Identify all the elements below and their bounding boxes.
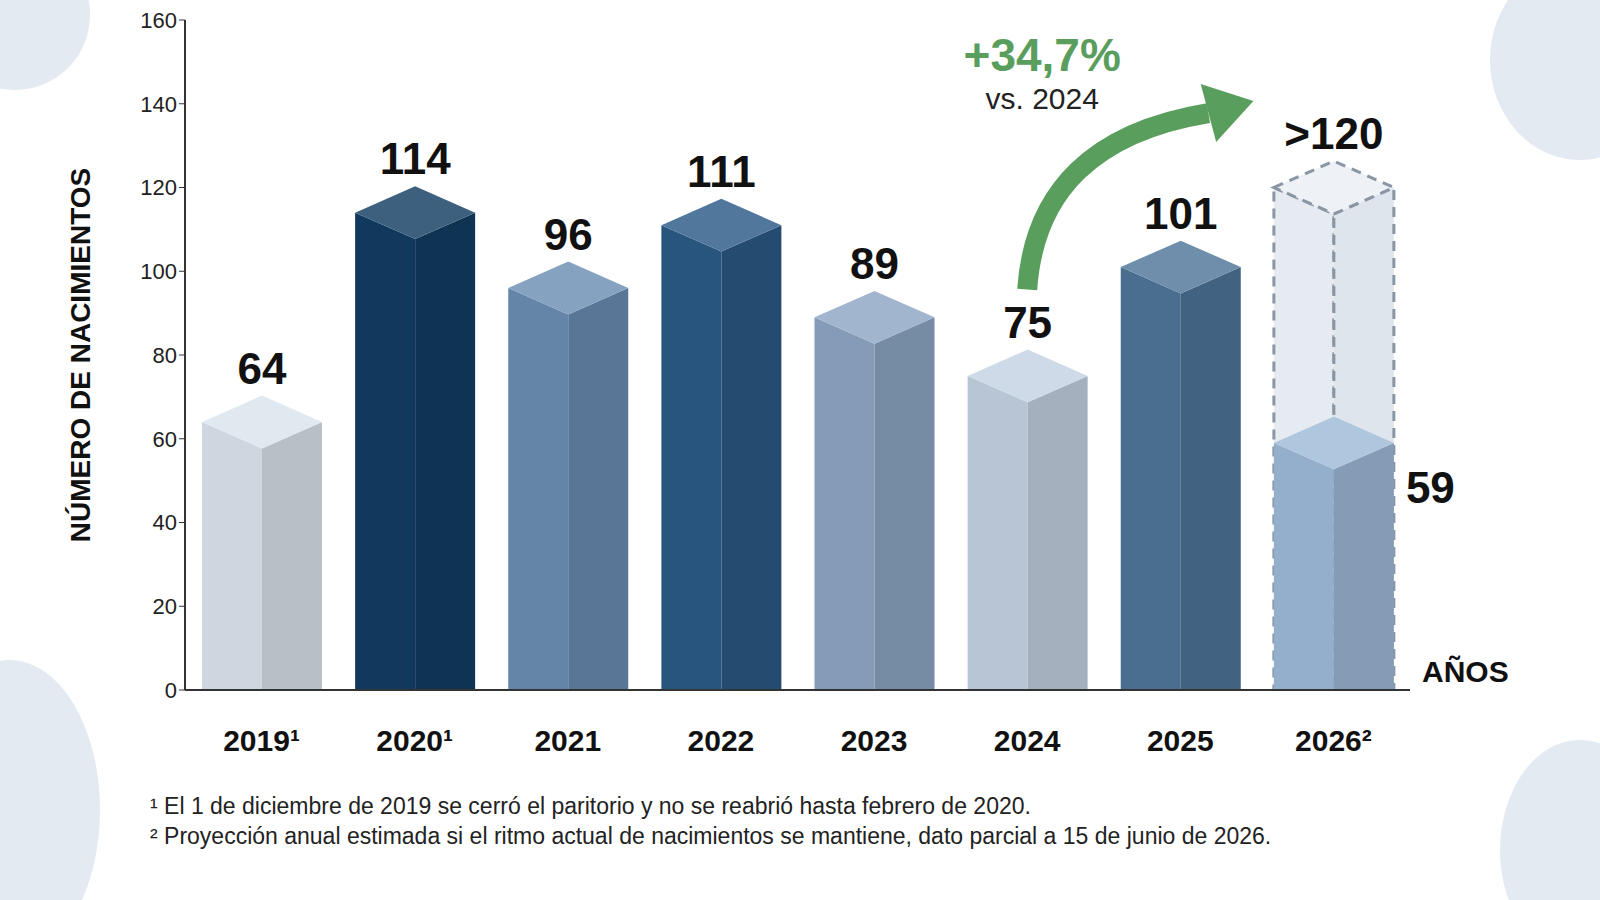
svg-text:2023: 2023 — [841, 724, 908, 757]
svg-text:AÑOS: AÑOS — [1422, 655, 1509, 688]
svg-text:+34,7%: +34,7% — [964, 29, 1121, 81]
svg-text:2022: 2022 — [688, 724, 755, 757]
svg-text:20: 20 — [153, 594, 177, 619]
svg-text:2026²: 2026² — [1295, 724, 1372, 757]
svg-text:NÚMERO DE NACIMIENTOS: NÚMERO DE NACIMIENTOS — [65, 168, 96, 542]
svg-text:>120: >120 — [1284, 109, 1383, 158]
svg-text:0: 0 — [165, 678, 177, 703]
svg-text:40: 40 — [153, 510, 177, 535]
svg-text:2021: 2021 — [534, 724, 601, 757]
svg-text:59: 59 — [1406, 463, 1455, 512]
svg-text:2020¹: 2020¹ — [376, 724, 453, 757]
svg-text:2024: 2024 — [994, 724, 1061, 757]
svg-text:160: 160 — [140, 8, 177, 33]
svg-text:vs. 2024: vs. 2024 — [985, 82, 1098, 115]
svg-text:100: 100 — [140, 259, 177, 284]
svg-text:111: 111 — [687, 147, 756, 196]
svg-text:89: 89 — [850, 239, 899, 288]
svg-text:120: 120 — [140, 175, 177, 200]
svg-text:2025: 2025 — [1147, 724, 1214, 757]
svg-text:101: 101 — [1144, 189, 1217, 238]
svg-text:114: 114 — [380, 134, 452, 183]
svg-text:2019¹: 2019¹ — [223, 724, 300, 757]
svg-text:75: 75 — [1003, 298, 1052, 347]
html-text:² Proyección anual estimada si: ² Proyección anual estimada si el ritmo … — [150, 822, 1272, 849]
svg-text:64: 64 — [238, 344, 287, 393]
html-text:¹ El 1 de diciembre de 2019 se: ¹ El 1 de diciembre de 2019 se cerró el … — [150, 793, 1031, 819]
svg-text:60: 60 — [153, 427, 177, 452]
svg-text:96: 96 — [544, 210, 593, 259]
svg-text:80: 80 — [153, 343, 177, 368]
svg-text:140: 140 — [140, 92, 177, 117]
